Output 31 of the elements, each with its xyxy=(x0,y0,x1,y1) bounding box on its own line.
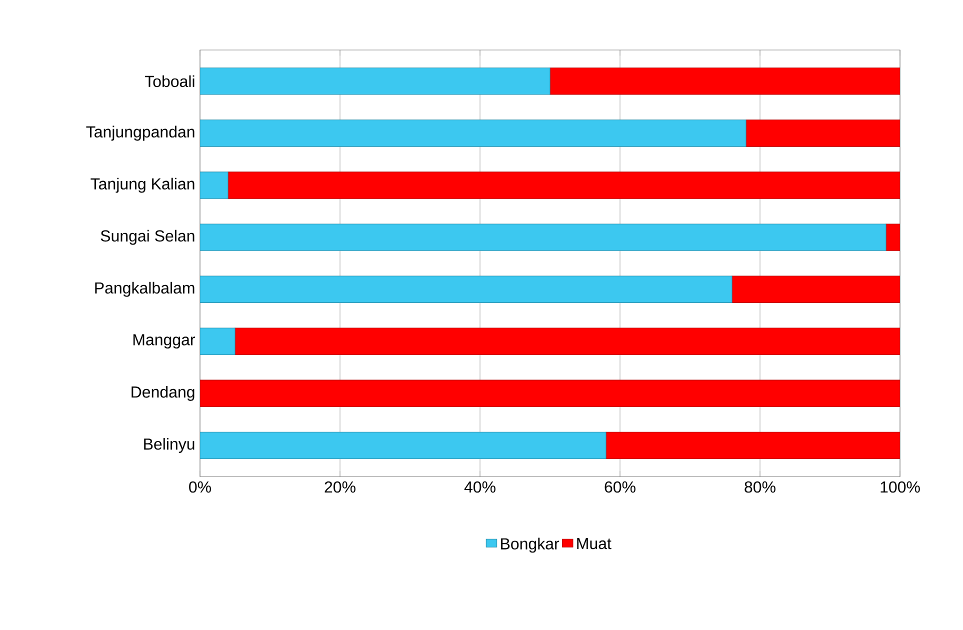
y-tick-label: Sungai Selan xyxy=(100,230,194,245)
bar xyxy=(200,224,886,251)
x-tick-label: 20% xyxy=(324,481,356,493)
bar xyxy=(200,276,732,303)
y-tick-label: Belinyu xyxy=(144,438,194,453)
y-tick-label: Pangkalbalam xyxy=(95,282,194,297)
legend-label: Muat xyxy=(577,538,612,550)
bar xyxy=(200,120,746,147)
bar xyxy=(732,276,900,303)
x-tick-label: 40% xyxy=(464,481,496,493)
bar xyxy=(200,68,550,95)
bar xyxy=(746,120,900,147)
y-tick-label: Manggar xyxy=(133,334,196,349)
x-tick-label: 100% xyxy=(880,481,920,493)
legend-label: Bongkar xyxy=(501,538,560,553)
bar xyxy=(200,432,606,460)
bar xyxy=(234,328,900,355)
bar xyxy=(200,328,236,355)
x-tick-label: 80% xyxy=(744,481,776,493)
bar xyxy=(606,432,900,460)
y-tick-label: Toboali xyxy=(144,75,194,88)
bar xyxy=(200,172,228,199)
y-tick-label: Tanjung Kalian xyxy=(90,178,194,193)
x-tick-label: 0% xyxy=(189,481,211,493)
bar xyxy=(228,172,900,199)
bar xyxy=(550,68,900,95)
y-tick-label: Dendang xyxy=(132,386,194,401)
bar xyxy=(200,380,900,408)
bar xyxy=(886,224,900,251)
x-tick-label: 60% xyxy=(604,481,636,493)
y-tick-label: Tanjungpandan xyxy=(86,126,194,141)
